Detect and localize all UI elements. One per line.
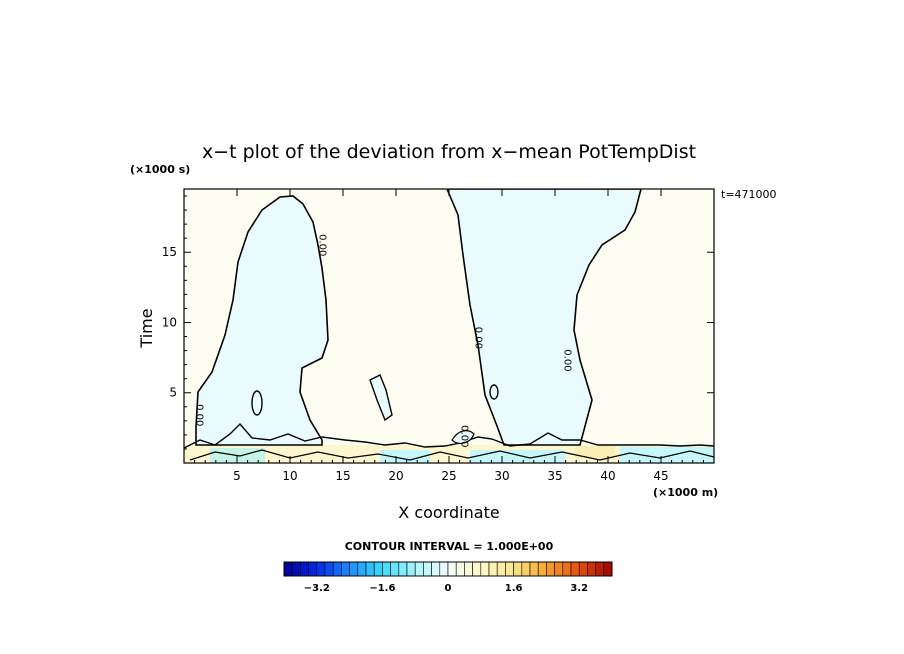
- colorbar-cell: [341, 561, 350, 577]
- colorbar-cell: [447, 561, 457, 577]
- x-tick-label: 15: [335, 469, 350, 483]
- colorbar-cell: [431, 561, 441, 577]
- colorbar-cell: [595, 561, 605, 577]
- colorbar-cell: [554, 561, 564, 577]
- colorbar-cell: [505, 561, 514, 577]
- colorbar-cell: [603, 561, 613, 577]
- colorbar-tick-label: 1.6: [505, 583, 523, 594]
- contour-blob: [369, 374, 393, 422]
- colorbar-cell: [546, 561, 555, 577]
- colorbar-cell: [587, 561, 596, 577]
- colorbar-cell: [414, 561, 424, 577]
- colorbar: −3.2 −1.6 0 1.6 3.2: [283, 561, 613, 594]
- colorbar-cell: [406, 561, 416, 577]
- colorbar-cell: [423, 561, 432, 577]
- contour-value-label: 0.00: [317, 234, 328, 256]
- colorbar-cell: [472, 561, 482, 577]
- colorbar-cell: [521, 561, 531, 577]
- x-tick-label: 20: [388, 469, 403, 483]
- x-tick-label: 45: [653, 469, 668, 483]
- chart-title: x−t plot of the deviation from x−mean Po…: [202, 141, 696, 163]
- y-tick-label: 15: [162, 245, 177, 259]
- y-unit-label: (×1000 s): [130, 163, 190, 176]
- x-tick-label: 5: [233, 469, 241, 483]
- surface-contour: [184, 422, 714, 449]
- colorbar-cell: [390, 561, 400, 577]
- surface-contour: [189, 449, 714, 461]
- x-tick-label: 30: [494, 469, 509, 483]
- time-label: t=471000: [721, 188, 777, 201]
- colorbar-cell: [537, 561, 547, 577]
- colorbar-frame: [283, 561, 613, 577]
- colorbar-cell: [570, 561, 580, 577]
- colorbar-cell: [373, 561, 383, 577]
- colorbar-cell: [324, 561, 334, 577]
- y-axis-label: Time: [137, 308, 156, 348]
- cool-plume-1: [195, 195, 329, 446]
- x-tick-label: 10: [282, 469, 297, 483]
- colorbar-cell: [439, 561, 449, 577]
- surface-cold-patch: [620, 447, 714, 463]
- y-tick-label: 5: [169, 386, 177, 400]
- colorbar-cell: [316, 561, 326, 577]
- colorbar-tick-label: −3.2: [304, 583, 330, 594]
- surface-cold-patch: [380, 450, 430, 463]
- colorbar-cell: [455, 561, 465, 577]
- colorbar-cell: [496, 561, 506, 577]
- x-tick-label: 35: [547, 469, 562, 483]
- surface-cold-patch: [470, 450, 565, 463]
- contour-blob: [451, 430, 475, 444]
- y-tick-label: 10: [162, 315, 177, 329]
- plot-area: 5 10 15 20 25 30 35 40 45 5 10 15 0.00 0.00 0.00 0.00 0…: [162, 188, 715, 483]
- colorbar-cell: [513, 561, 523, 577]
- colorbar-cell: [332, 561, 342, 577]
- contour-value-label: 0.00: [473, 327, 484, 349]
- surface-warm-patch: [575, 446, 615, 458]
- x-tick-label: 40: [600, 469, 615, 483]
- colorbar-cell: [562, 561, 572, 577]
- colorbar-cell: [300, 561, 309, 577]
- x-unit-label: (×1000 m): [653, 486, 718, 499]
- colorbar-cell: [308, 561, 318, 577]
- colorbar-cell: [480, 561, 490, 577]
- colorbar-tick-label: −1.6: [369, 583, 395, 594]
- contour-interval-label: CONTOUR INTERVAL = 1.000E+00: [345, 540, 554, 553]
- colorbar-cell: [365, 561, 375, 577]
- colorbar-cell: [529, 561, 539, 577]
- x-axis-label: X coordinate: [398, 503, 499, 522]
- colorbar-cell: [291, 561, 301, 577]
- colorbar-cell: [349, 561, 359, 577]
- cool-band-2: [446, 189, 642, 446]
- x-tick-label: 25: [441, 469, 456, 483]
- colorbar-cell: [488, 561, 498, 577]
- contour-value-label: 0.00: [459, 425, 470, 447]
- colorbar-cell: [578, 561, 588, 577]
- colorbar-cell: [382, 561, 391, 577]
- contour-value-label: 0.00: [194, 404, 205, 426]
- colorbar-tick-label: 0: [445, 583, 452, 594]
- colorbar-cell: [464, 561, 473, 577]
- colorbar-cell: [398, 561, 408, 577]
- contour-blob: [489, 384, 499, 400]
- colorbar-tick-label: 3.2: [570, 583, 588, 594]
- colorbar-cell: [283, 561, 293, 577]
- contour-value-label: 0.00: [562, 349, 573, 371]
- contour-blob: [251, 390, 263, 416]
- colorbar-cell: [357, 561, 367, 577]
